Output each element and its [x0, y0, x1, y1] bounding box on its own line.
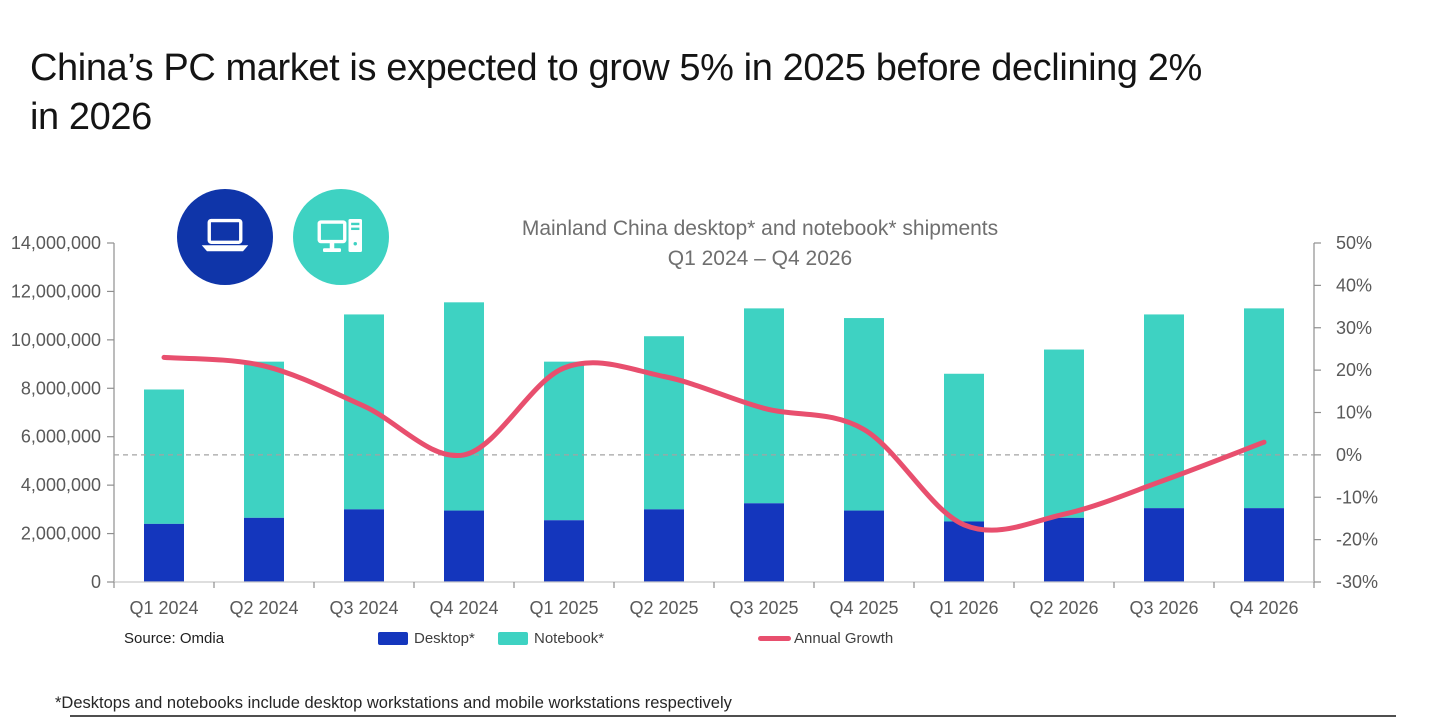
right-axis-tick-label: -10%	[1336, 487, 1378, 507]
legend-label-annual-growth: Annual Growth	[794, 629, 894, 647]
x-axis-category-label: Q3 2024	[329, 598, 398, 618]
page-title-line2: in 2026	[30, 96, 152, 138]
page-title: China’s PC market is expected to grow 5%…	[30, 44, 1430, 142]
legend-item-annual-growth: Annual Growth	[758, 629, 893, 647]
desktop-pc-icon	[317, 219, 362, 252]
axes	[107, 242, 1321, 588]
right-axis-tick-label: 10%	[1336, 403, 1372, 423]
right-axis-tick-label: -30%	[1336, 572, 1378, 592]
laptop-badge	[177, 189, 273, 285]
desktop-bar	[544, 520, 584, 582]
x-axis-category-label: Q2 2024	[229, 598, 298, 618]
x-axis-category-label: Q2 2025	[629, 598, 698, 618]
legend-label-notebook: Notebook*	[534, 629, 605, 647]
footnote: *Desktops and notebooks include desktop …	[55, 694, 732, 712]
desktop-bar	[944, 521, 984, 582]
x-axis-category-label: Q4 2024	[429, 598, 498, 618]
bottom-divider	[70, 715, 1396, 717]
page-title-line1: China’s PC market is expected to grow 5%…	[30, 47, 1202, 89]
desktop-bar	[844, 510, 884, 582]
x-axis-category-label: Q1 2025	[529, 598, 598, 618]
desktop-bar	[1144, 508, 1184, 582]
notebook-swatch	[498, 631, 528, 645]
left-axis-tick-label: 14,000,000	[11, 233, 101, 253]
x-axis-category-label: Q3 2025	[729, 598, 798, 618]
desktop-bar	[244, 517, 284, 582]
legend-item-desktop: Desktop*	[378, 629, 475, 647]
right-axis-tick-label: 0%	[1336, 445, 1362, 465]
desktop-bar	[1044, 517, 1084, 582]
x-axis-category-label: Q2 2026	[1029, 598, 1098, 618]
left-axis-tick-label: 10,000,000	[11, 330, 101, 350]
notebook-bar	[644, 336, 684, 510]
notebook-bar	[1044, 349, 1084, 518]
laptop-icon	[201, 218, 249, 252]
notebook-bar	[1244, 308, 1284, 509]
left-axis-tick-label: 2,000,000	[21, 524, 101, 544]
right-axis-tick-label: -20%	[1336, 530, 1378, 550]
right-axis-tick-label: 40%	[1336, 275, 1372, 295]
notebook-bar	[144, 389, 184, 524]
desktop-bar	[744, 503, 784, 582]
desktop-bar	[144, 523, 184, 582]
left-axis-tick-label: 4,000,000	[21, 475, 101, 495]
desktop-bar	[344, 509, 384, 582]
left-axis-tick-label: 0	[91, 572, 101, 592]
chart-title-line1: Mainland China desktop* and notebook* sh…	[521, 217, 999, 240]
left-axis-tick-label: 6,000,000	[21, 427, 101, 447]
bar-series	[144, 302, 1284, 582]
annual-growth-line	[161, 354, 1267, 533]
right-axis-tick-label: 30%	[1336, 318, 1372, 338]
legend-label-desktop: Desktop*	[414, 629, 475, 647]
notebook-bar	[544, 361, 584, 521]
desktop-pc-badge	[293, 189, 389, 285]
left-axis-tick-label: 12,000,000	[11, 281, 101, 301]
annual-growth-swatch	[758, 635, 791, 641]
x-axis-category-label: Q4 2026	[1229, 598, 1298, 618]
legend-item-notebook: Notebook*	[498, 629, 604, 647]
right-axis-tick-label: 50%	[1336, 233, 1372, 253]
x-axis-category-label: Q4 2025	[829, 598, 898, 618]
desktop-swatch	[378, 631, 408, 645]
left-axis-tick-label: 8,000,000	[21, 378, 101, 398]
notebook-bar	[844, 318, 884, 511]
chart-title: Mainland China desktop* and notebook* sh…	[410, 214, 1110, 274]
notebook-bar	[244, 361, 284, 518]
notebook-bar	[444, 302, 484, 511]
desktop-bar	[444, 510, 484, 582]
source-note: Source: Omdia	[124, 630, 225, 647]
notebook-bar	[944, 373, 984, 522]
desktop-bar	[1244, 508, 1284, 582]
x-axis-category-label: Q1 2026	[929, 598, 998, 618]
x-axis-category-label: Q1 2024	[129, 598, 198, 618]
x-axis-category-label: Q3 2026	[1129, 598, 1198, 618]
desktop-bar	[644, 509, 684, 582]
chart-title-line2: Q1 2024 – Q4 2026	[667, 247, 853, 270]
right-axis-tick-label: 20%	[1336, 360, 1372, 380]
